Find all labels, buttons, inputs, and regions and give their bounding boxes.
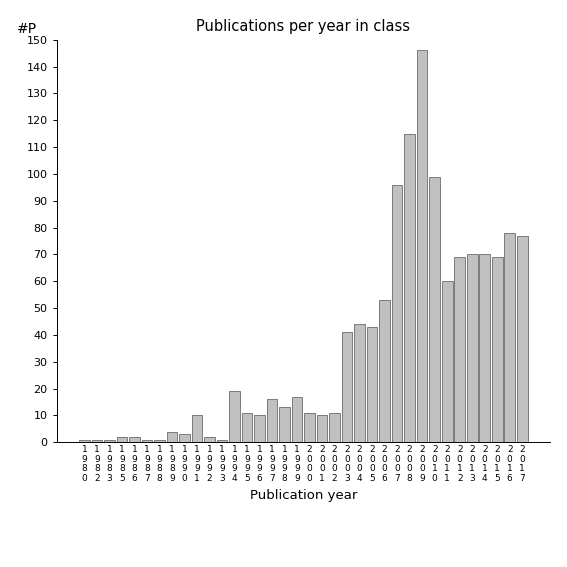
Bar	[517, 236, 527, 442]
Title: Publications per year in class: Publications per year in class	[196, 19, 411, 35]
Bar	[442, 281, 452, 442]
Bar	[292, 397, 302, 442]
Text: #P: #P	[17, 22, 37, 36]
Bar	[242, 413, 252, 442]
Bar	[392, 185, 403, 442]
Bar	[217, 439, 227, 442]
Bar	[492, 257, 502, 442]
Bar	[467, 255, 477, 442]
Bar	[92, 439, 102, 442]
Bar	[417, 50, 428, 442]
Bar	[167, 431, 177, 442]
Bar	[317, 416, 327, 442]
Bar	[79, 439, 90, 442]
Bar	[354, 324, 365, 442]
Bar	[104, 439, 115, 442]
Bar	[342, 332, 353, 442]
Bar	[254, 416, 265, 442]
Bar	[480, 255, 490, 442]
Bar	[329, 413, 340, 442]
Bar	[204, 437, 215, 442]
Bar	[505, 233, 515, 442]
Bar	[229, 391, 240, 442]
Bar	[117, 437, 127, 442]
Bar	[192, 416, 202, 442]
X-axis label: Publication year: Publication year	[249, 489, 357, 502]
Bar	[179, 434, 190, 442]
Bar	[304, 413, 315, 442]
Bar	[280, 407, 290, 442]
Bar	[454, 257, 465, 442]
Bar	[142, 439, 153, 442]
Bar	[429, 176, 440, 442]
Bar	[129, 437, 140, 442]
Bar	[367, 327, 378, 442]
Bar	[266, 399, 277, 442]
Bar	[154, 439, 165, 442]
Bar	[379, 300, 390, 442]
Bar	[404, 134, 415, 442]
